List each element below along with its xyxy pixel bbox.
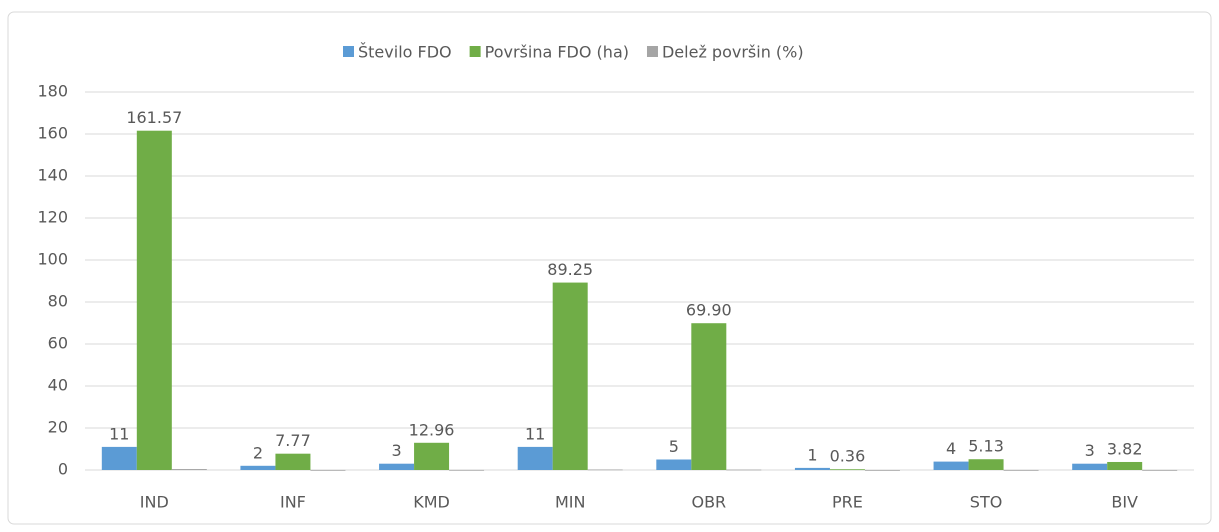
legend-swatch — [343, 46, 354, 57]
data-label: 3.82 — [1107, 439, 1143, 458]
bar — [1107, 461, 1143, 470]
bar — [171, 469, 207, 470]
y-tick-label: 120 — [37, 208, 68, 227]
bar — [933, 461, 969, 470]
bar — [1142, 469, 1178, 471]
x-tick-label: OBR — [691, 493, 726, 512]
bar — [864, 469, 900, 471]
bar — [517, 446, 553, 470]
chart-frame — [7, 11, 1212, 525]
y-tick-label: 80 — [48, 292, 68, 311]
bar — [794, 467, 830, 470]
bar — [240, 465, 276, 470]
y-tick-label: 40 — [48, 376, 68, 395]
x-tick-label: PRE — [832, 493, 863, 512]
bar — [587, 469, 623, 471]
data-label: 11 — [109, 424, 129, 443]
data-label: 5.13 — [968, 437, 1004, 456]
data-label: 69.90 — [686, 301, 732, 320]
legend-label: Število FDO — [358, 43, 452, 62]
bar — [656, 459, 692, 470]
bar — [726, 469, 762, 471]
data-label: 11 — [525, 424, 545, 443]
bar — [829, 469, 865, 471]
data-label: 4 — [946, 439, 956, 458]
data-label: 7.77 — [275, 431, 311, 450]
x-tick-label: MIN — [555, 493, 586, 512]
legend-label: Površina FDO (ha) — [485, 43, 629, 62]
data-label: 2 — [253, 443, 263, 462]
y-tick-label: 160 — [37, 124, 68, 143]
data-label: 89.25 — [547, 260, 593, 279]
legend-label: Delež površin (%) — [662, 43, 804, 62]
y-tick-label: 180 — [37, 82, 68, 101]
bar — [449, 469, 485, 471]
y-tick-label: 60 — [48, 334, 68, 353]
y-tick-label: 20 — [48, 418, 68, 437]
legend-swatch — [646, 46, 658, 57]
x-tick-label: IND — [140, 493, 169, 512]
data-label: 0.36 — [830, 447, 866, 466]
bar — [1003, 469, 1039, 471]
data-label: 3 — [391, 441, 401, 460]
bar — [1072, 463, 1108, 470]
x-tick-label: STO — [970, 493, 1003, 512]
data-label: 1 — [807, 445, 817, 464]
x-tick-label: INF — [280, 493, 306, 512]
bar — [136, 130, 172, 470]
y-tick-label: 0 — [58, 460, 68, 479]
bar — [414, 442, 450, 470]
bar — [552, 282, 588, 470]
y-tick-label: 100 — [37, 250, 68, 269]
data-label: 3 — [1085, 441, 1095, 460]
bar — [379, 463, 415, 470]
data-label: 5 — [669, 437, 679, 456]
x-tick-label: KMD — [413, 493, 450, 512]
x-tick-label: BIV — [1111, 493, 1138, 512]
bar — [275, 453, 311, 470]
y-tick-label: 140 — [37, 166, 68, 185]
data-label: 12.96 — [409, 420, 455, 439]
bar — [101, 446, 137, 470]
legend-swatch — [469, 46, 481, 57]
bar — [968, 459, 1004, 470]
data-label: 161.57 — [126, 108, 182, 127]
bar — [310, 469, 346, 471]
bar — [691, 323, 727, 470]
